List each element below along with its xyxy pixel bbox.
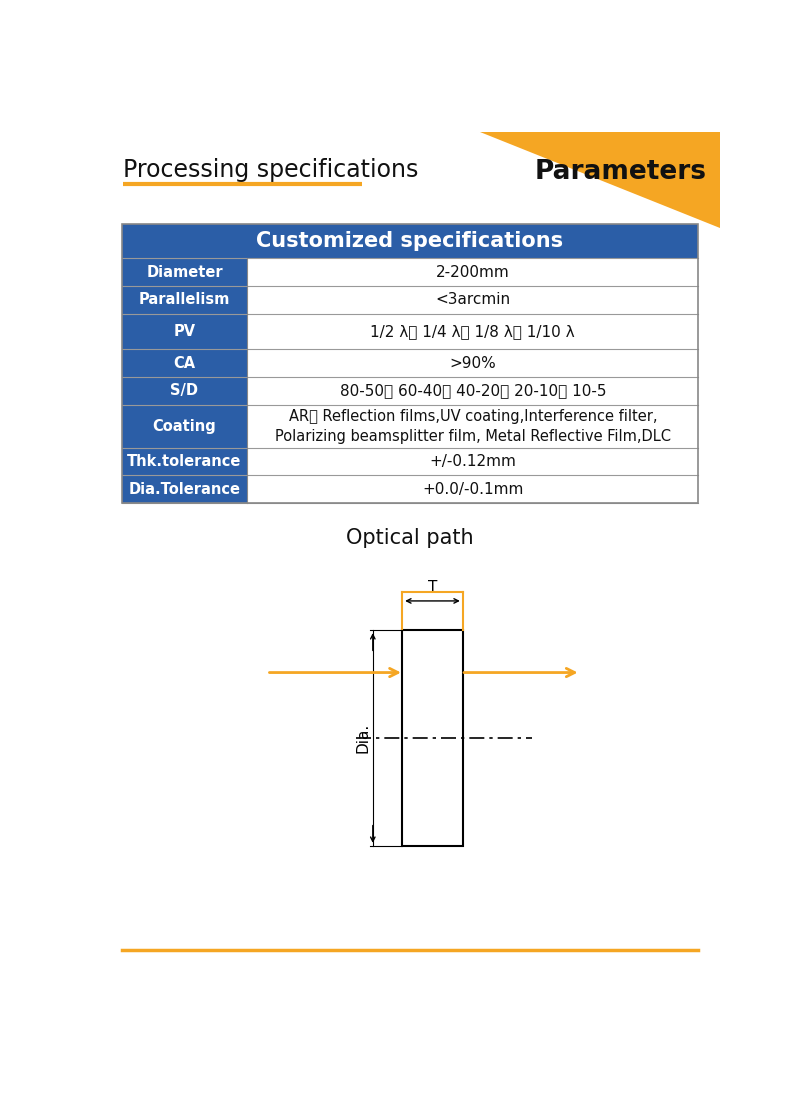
Bar: [122, 224, 698, 503]
Text: +0.0/-0.1mm: +0.0/-0.1mm: [422, 482, 523, 497]
Text: Customized specifications: Customized specifications: [257, 231, 563, 251]
Bar: [122, 349, 247, 377]
Bar: [122, 377, 247, 405]
Text: Parameters: Parameters: [535, 160, 707, 185]
Text: Diameter: Diameter: [146, 265, 222, 279]
Polygon shape: [480, 132, 720, 229]
Bar: [247, 475, 698, 503]
Text: S/D: S/D: [170, 383, 198, 398]
Text: Dia.Tolerance: Dia.Tolerance: [129, 482, 241, 497]
Bar: [247, 349, 698, 377]
Text: +/-0.12mm: +/-0.12mm: [430, 454, 516, 469]
Bar: [122, 448, 247, 475]
Text: PV: PV: [174, 323, 195, 339]
Text: CA: CA: [174, 355, 195, 371]
Text: 1/2 λ、 1/4 λ、 1/8 λ、 1/10 λ: 1/2 λ、 1/4 λ、 1/8 λ、 1/10 λ: [370, 323, 575, 339]
Bar: [247, 405, 698, 448]
Text: Parallelism: Parallelism: [138, 293, 230, 307]
Bar: [122, 258, 247, 286]
Bar: [247, 314, 698, 349]
Text: T: T: [428, 580, 437, 595]
Bar: [247, 377, 698, 405]
Text: AR、 Reflection films,UV coating,Interference filter,
Polarizing beamsplitter fil: AR、 Reflection films,UV coating,Interfer…: [274, 409, 670, 443]
Bar: [247, 286, 698, 313]
Bar: [402, 630, 462, 846]
Text: Optical path: Optical path: [346, 528, 474, 548]
Text: <3arcmin: <3arcmin: [435, 293, 510, 307]
Text: Processing specifications: Processing specifications: [123, 158, 418, 183]
Text: Thk.tolerance: Thk.tolerance: [127, 454, 242, 469]
Text: Coating: Coating: [153, 419, 216, 433]
Bar: [122, 314, 247, 349]
Text: 2-200mm: 2-200mm: [436, 265, 510, 279]
Bar: [247, 448, 698, 475]
Text: 80-50、 60-40、 40-20、 20-10、 10-5: 80-50、 60-40、 40-20、 20-10、 10-5: [339, 383, 606, 398]
Bar: [122, 286, 247, 313]
Bar: [122, 405, 247, 448]
Text: Dia.: Dia.: [355, 723, 370, 754]
Bar: [122, 224, 698, 258]
Bar: [247, 258, 698, 286]
Text: >90%: >90%: [450, 355, 496, 371]
Bar: [122, 475, 247, 503]
